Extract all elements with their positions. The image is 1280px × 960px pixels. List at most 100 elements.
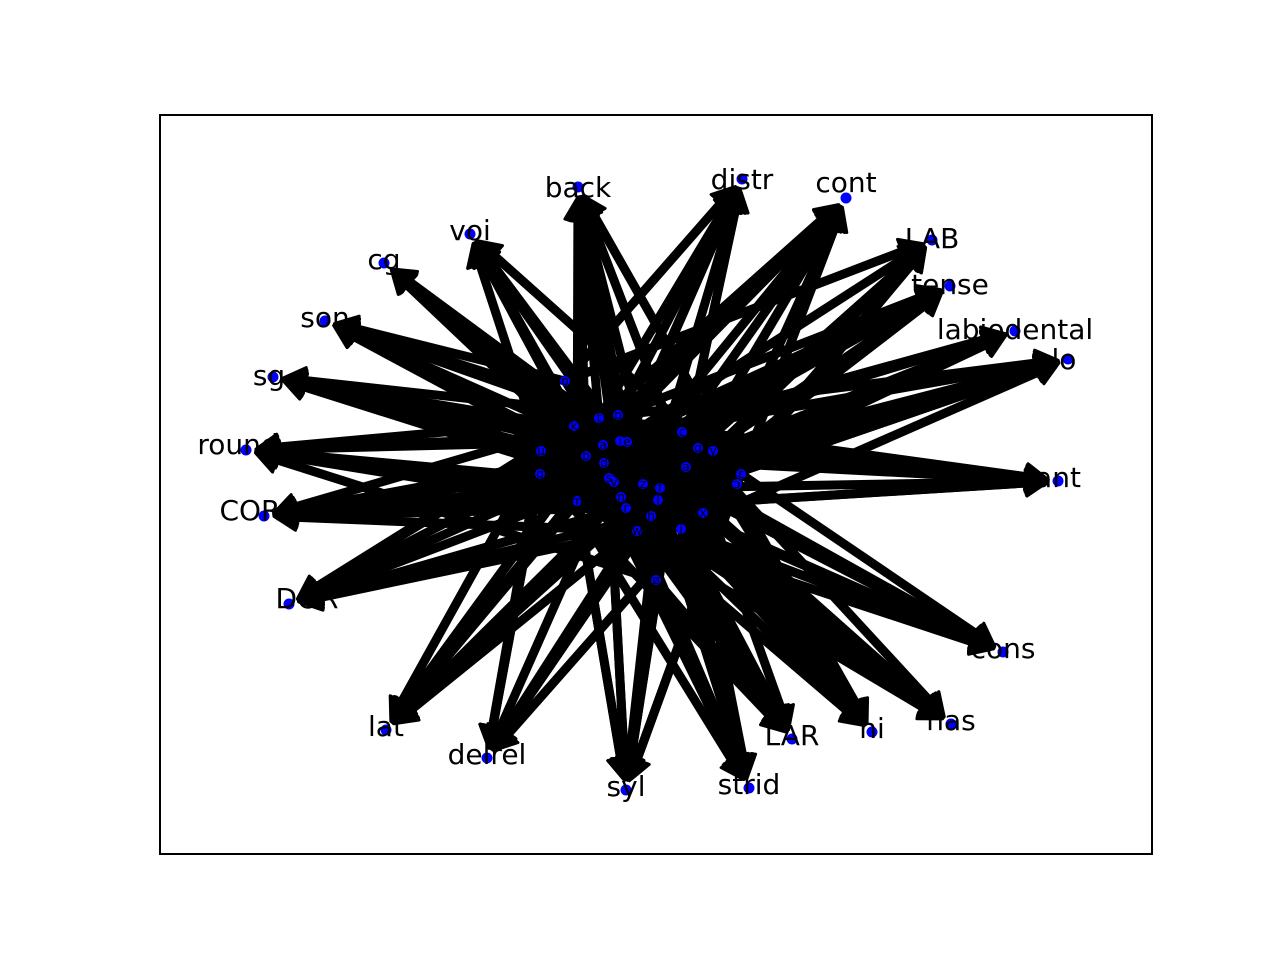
graph-edge bbox=[676, 524, 749, 776]
graph-edge bbox=[478, 241, 718, 456]
outer-node bbox=[620, 784, 632, 796]
outer-node bbox=[926, 234, 938, 246]
outer-node bbox=[267, 371, 279, 383]
outer-node bbox=[786, 733, 798, 745]
inner-node-label: x bbox=[699, 506, 706, 520]
inner-node-label: z bbox=[640, 477, 646, 491]
inner-node-label: p bbox=[614, 408, 622, 422]
graph-edge bbox=[575, 200, 604, 423]
inner-node-label: w bbox=[632, 524, 642, 538]
outer-node bbox=[283, 598, 295, 610]
edge-arrowhead bbox=[1032, 354, 1060, 383]
edge-arrowhead bbox=[390, 268, 419, 296]
outer-node-label: LAR bbox=[765, 719, 820, 752]
inner-node-label: n bbox=[617, 490, 625, 504]
inner-node-label: m bbox=[571, 494, 583, 508]
inner-node bbox=[535, 469, 545, 479]
edge-arrowhead bbox=[332, 317, 361, 346]
outer-node-label: strid bbox=[718, 768, 781, 801]
inner-node-label: h bbox=[647, 509, 655, 523]
inner-node bbox=[594, 413, 604, 423]
arrowheads-layer bbox=[254, 185, 1061, 783]
graph-edge bbox=[560, 188, 735, 386]
graph-edge bbox=[277, 512, 642, 536]
inner-node bbox=[681, 462, 691, 472]
inner-node-label: j bbox=[678, 522, 682, 536]
edge-arrowhead bbox=[842, 696, 869, 725]
outer-node-label: tense bbox=[911, 268, 989, 301]
inner-node-label: a bbox=[599, 438, 606, 452]
outer-node bbox=[572, 181, 584, 193]
outer-nodes-layer bbox=[240, 173, 1074, 796]
outer-node-label: voi bbox=[449, 214, 490, 247]
inner-node bbox=[560, 376, 570, 386]
inner-node-label: r bbox=[624, 501, 629, 515]
inner-node bbox=[581, 451, 591, 461]
inner-node-label: g bbox=[536, 467, 544, 481]
inner-node-label: ø bbox=[652, 573, 659, 587]
inner-node-label: u bbox=[537, 444, 545, 458]
inner-node-label: f bbox=[658, 481, 663, 495]
outer-node-label: cont bbox=[815, 166, 876, 199]
edge-arrowhead bbox=[759, 704, 787, 733]
graph-edge bbox=[693, 443, 868, 722]
inner-node bbox=[616, 492, 626, 502]
outer-node bbox=[866, 726, 878, 738]
graph-edge bbox=[594, 356, 1055, 423]
inner-node-label: c bbox=[679, 425, 686, 439]
inner-node-label: ɔ bbox=[734, 477, 741, 491]
edge-arrowhead bbox=[899, 246, 928, 275]
edge-arrowhead bbox=[718, 187, 747, 215]
outer-node-label: cg bbox=[367, 243, 400, 276]
inner-node-label: o bbox=[561, 374, 568, 388]
inner-node-label: t bbox=[597, 411, 602, 425]
inner-node-label: ɛ bbox=[738, 467, 745, 481]
outer-node-label: cons bbox=[971, 632, 1036, 665]
outer-node bbox=[1009, 325, 1021, 337]
edge-arrowhead bbox=[478, 722, 508, 750]
outer-node bbox=[1052, 475, 1064, 487]
plot-area: o pt k i e a u b d g s z f v m n l r hw j x cq y ə ɛɔ ø back distr c… bbox=[197, 163, 1093, 803]
inner-node bbox=[693, 443, 703, 453]
inner-node-label: v bbox=[610, 475, 617, 489]
inner-node bbox=[653, 495, 663, 505]
inner-node-label: i bbox=[618, 434, 621, 448]
outer-node bbox=[840, 192, 852, 204]
graph-edge bbox=[471, 246, 546, 456]
outer-node-label: delrel bbox=[448, 738, 527, 771]
outer-node-label: lat bbox=[368, 710, 404, 743]
inner-node-label: s bbox=[606, 471, 612, 485]
outer-node bbox=[481, 752, 493, 764]
outer-node bbox=[319, 315, 331, 327]
inner-node-label: ə bbox=[682, 460, 689, 474]
graph-edge bbox=[560, 241, 920, 386]
outer-node bbox=[1062, 353, 1074, 365]
edge-arrowhead bbox=[272, 498, 299, 528]
graph-edge bbox=[258, 450, 661, 585]
edge-arrowhead bbox=[811, 203, 841, 231]
inner-node bbox=[655, 483, 665, 493]
outer-node-label: COR bbox=[219, 494, 280, 527]
edge-arrowhead bbox=[296, 577, 326, 605]
outer-node-label: syl bbox=[607, 770, 646, 803]
inner-node-label: b bbox=[582, 449, 590, 463]
outer-node bbox=[997, 646, 1009, 658]
edge-arrowhead bbox=[979, 326, 1007, 355]
outer-node-label: DOR bbox=[275, 582, 338, 615]
inner-node bbox=[569, 421, 579, 431]
outer-node bbox=[240, 444, 252, 456]
outer-node-label: son bbox=[300, 301, 349, 334]
edge-arrowhead bbox=[566, 195, 596, 222]
inner-node bbox=[632, 526, 642, 536]
inner-node-label: y bbox=[709, 444, 716, 458]
graph-edge bbox=[393, 270, 579, 431]
inner-node bbox=[572, 496, 582, 506]
outer-node-label: hi bbox=[859, 712, 885, 745]
outer-node-label: sg bbox=[253, 359, 285, 392]
inner-node-label: l bbox=[656, 493, 659, 507]
edge-arrowhead bbox=[966, 626, 996, 655]
inner-node bbox=[621, 503, 631, 513]
graph-edge bbox=[736, 469, 993, 647]
inner-node-label: d bbox=[600, 456, 608, 470]
